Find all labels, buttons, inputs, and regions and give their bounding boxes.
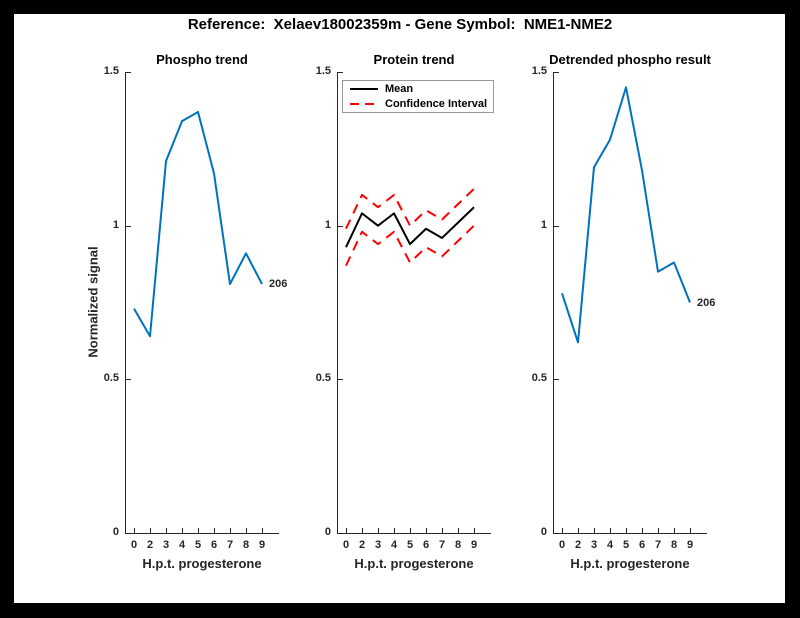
y-tick-label: 1.5 (531, 65, 547, 77)
x-tick-label: 5 (622, 539, 630, 551)
subplot-detrended-phospho: Detrended phospho result H.p.t. progeste… (498, 50, 762, 590)
y-tick-label: 1 (112, 218, 119, 231)
phospho-trend-axes (125, 72, 279, 534)
subplot-phospho-trend: Phospho trend Normalized signal H.p.t. p… (70, 50, 334, 590)
y-tick-label: 1.5 (315, 65, 331, 77)
x-tick-label: 8 (242, 539, 250, 551)
y-tick-label: 1 (540, 218, 547, 231)
x-tick-label: 2 (574, 539, 582, 551)
x-tick-label: 7 (226, 539, 234, 551)
x-tick-label: 6 (638, 539, 646, 551)
y-tick-label: 0 (324, 526, 331, 538)
x-tick-label: 6 (210, 539, 218, 551)
y-tick-label: 1 (324, 218, 331, 231)
x-tick-label: 8 (454, 539, 462, 551)
x-tick-label: 7 (438, 539, 446, 551)
x-axis-label: H.p.t. progesterone (354, 556, 474, 571)
series-confidence-interval-upper (345, 188, 475, 230)
legend-item-confidence-interval: Confidence Interval (350, 97, 493, 111)
x-tick-label: 9 (258, 539, 266, 551)
y-tick-label: 0.5 (531, 372, 547, 385)
legend: Mean Confidence Interval (342, 80, 494, 113)
x-tick-label: 3 (162, 539, 170, 551)
x-tick-label: 5 (194, 539, 202, 551)
x-tick-label: 2 (358, 539, 366, 551)
y-tick-label: 0 (112, 526, 119, 538)
series-phospho-signal (133, 110, 263, 338)
y-tick-label: 1.5 (103, 65, 119, 77)
subplot-title: Protein trend (373, 52, 455, 67)
subplot-title: Phospho trend (156, 52, 248, 67)
x-tick-label: 2 (146, 539, 154, 551)
subplot-protein-trend: Protein trend H.p.t. progesterone Mean C… (282, 50, 546, 590)
x-axis-label: H.p.t. progesterone (142, 556, 262, 571)
x-tick-label: 9 (470, 539, 478, 551)
series-end-label: 206 (269, 278, 288, 291)
subplot-title: Detrended phospho result (549, 52, 711, 67)
x-tick-label: 4 (178, 539, 186, 551)
x-tick-label: 9 (686, 539, 694, 551)
y-tick-label: 0.5 (103, 372, 119, 385)
x-axis-label: H.p.t. progesterone (570, 556, 690, 571)
x-tick-label: 0 (130, 539, 138, 551)
x-tick-label: 8 (670, 539, 678, 551)
y-axis-label: Normalized signal (85, 246, 101, 358)
legend-label-confidence-interval: Confidence Interval (385, 98, 488, 110)
x-tick-label: 0 (342, 539, 350, 551)
x-tick-label: 7 (654, 539, 662, 551)
legend-item-mean: Mean (350, 82, 493, 96)
figure-title: Reference: Xelaev18002359m - Gene Symbol… (187, 16, 613, 33)
series-confidence-interval-lower (345, 224, 475, 267)
confidence-interval-line-sample-icon (350, 103, 378, 105)
x-tick-label: 0 (558, 539, 566, 551)
series-detrended-phospho-signal (561, 86, 691, 344)
detrended-phospho-axes (553, 72, 707, 534)
x-tick-label: 5 (406, 539, 414, 551)
x-tick-label: 4 (606, 539, 614, 551)
x-tick-label: 3 (590, 539, 598, 551)
series-end-label: 206 (697, 296, 716, 309)
y-tick-label: 0.5 (315, 372, 331, 385)
legend-label-mean: Mean (385, 83, 414, 95)
mean-line-sample-icon (350, 88, 378, 90)
x-tick-label: 4 (390, 539, 398, 551)
x-tick-label: 6 (422, 539, 430, 551)
protein-trend-axes (337, 72, 491, 534)
series-mean (345, 206, 475, 248)
x-tick-label: 3 (374, 539, 382, 551)
y-tick-label: 0 (540, 526, 547, 538)
